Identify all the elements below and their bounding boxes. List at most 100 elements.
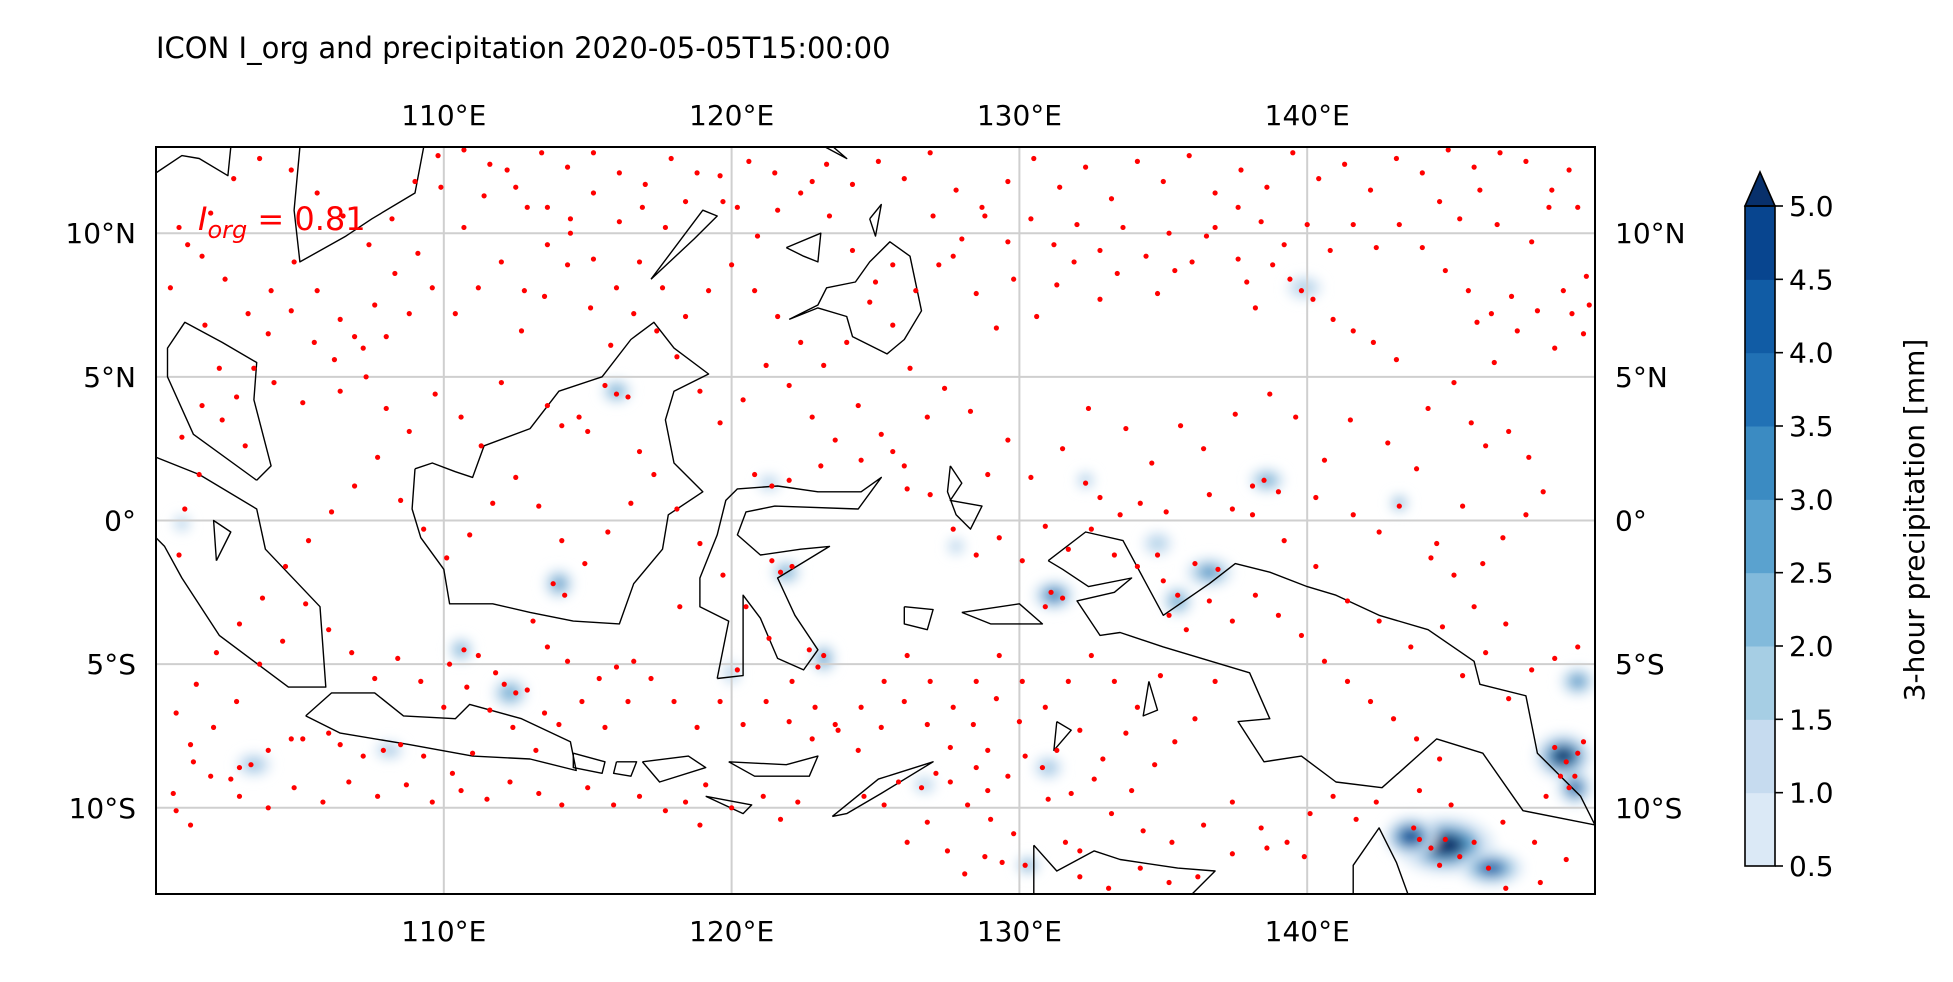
convective-point xyxy=(288,308,294,314)
convective-point xyxy=(740,397,746,403)
convective-point xyxy=(1419,170,1425,176)
convective-point xyxy=(1367,698,1374,705)
convective-point xyxy=(1048,589,1054,595)
convective-point xyxy=(544,204,551,210)
convective-point xyxy=(674,354,680,360)
convective-point xyxy=(611,802,617,808)
convective-point xyxy=(875,158,881,164)
convective-point xyxy=(438,184,444,190)
convective-point xyxy=(809,178,815,185)
convective-point xyxy=(556,721,562,728)
convective-point xyxy=(524,687,530,693)
convective-point xyxy=(1287,276,1293,282)
convective-point xyxy=(1586,302,1592,308)
convective-point xyxy=(360,345,366,351)
colorbar-tick-label: 0.5 xyxy=(1789,850,1834,883)
precip-blob xyxy=(1478,861,1505,876)
convective-point xyxy=(314,288,320,294)
coastline xyxy=(1047,531,1595,826)
convective-point xyxy=(1390,716,1397,722)
convective-point xyxy=(734,667,740,673)
convective-point xyxy=(1229,799,1235,805)
convective-point xyxy=(1503,885,1509,891)
convective-point xyxy=(973,764,979,771)
convective-point xyxy=(375,454,381,460)
coastline xyxy=(293,147,425,263)
convective-point xyxy=(539,150,545,156)
convective-point xyxy=(985,747,991,753)
convective-point xyxy=(1529,667,1535,673)
colorbar-segment xyxy=(1745,572,1775,647)
convective-point xyxy=(1301,854,1307,860)
convective-point xyxy=(1557,773,1564,779)
colorbar-segment xyxy=(1745,279,1775,354)
convective-point xyxy=(173,710,179,716)
convective-point xyxy=(1042,523,1048,529)
coastline xyxy=(1352,827,1409,894)
coastline xyxy=(612,761,638,777)
coastlines xyxy=(156,147,1595,894)
convective-point xyxy=(1212,224,1218,231)
convective-point xyxy=(585,785,591,791)
convective-point xyxy=(613,664,620,670)
precip-blob xyxy=(553,577,565,590)
convective-point xyxy=(1100,756,1106,762)
convective-point xyxy=(1344,678,1351,684)
iorg-subscript: org xyxy=(207,216,247,244)
convective-point xyxy=(1034,313,1040,320)
convective-point xyxy=(1163,509,1169,515)
convective-point xyxy=(913,288,919,294)
convective-point xyxy=(288,167,294,173)
convective-point xyxy=(1313,494,1319,501)
convective-point xyxy=(763,698,769,705)
convective-point xyxy=(314,190,320,196)
convective-point xyxy=(567,230,574,236)
convective-point xyxy=(1200,446,1207,452)
convective-point xyxy=(265,805,271,811)
convective-point xyxy=(1393,357,1400,363)
convective-point xyxy=(1059,446,1066,452)
convective-point xyxy=(642,181,648,187)
convective-point xyxy=(763,362,769,368)
convective-point xyxy=(1566,785,1572,791)
convective-point xyxy=(1175,592,1181,598)
convective-point xyxy=(219,417,225,423)
convective-point xyxy=(372,302,378,308)
convective-point xyxy=(760,793,766,799)
convective-point xyxy=(340,213,346,219)
convective-point xyxy=(1298,288,1305,294)
convective-point xyxy=(216,365,222,371)
convective-point xyxy=(248,762,254,768)
convective-point xyxy=(478,443,484,449)
convective-point xyxy=(861,793,867,799)
convective-point xyxy=(1252,305,1258,311)
convective-point xyxy=(944,848,951,854)
convective-point xyxy=(487,161,493,167)
convective-point xyxy=(596,675,602,682)
convective-point xyxy=(1065,678,1071,684)
convective-point xyxy=(363,374,369,380)
convective-point xyxy=(717,698,723,705)
convective-point xyxy=(187,822,194,828)
convective-point xyxy=(694,170,700,176)
bottom-lon-tick-label: 120°E xyxy=(689,915,774,948)
convective-point xyxy=(1252,592,1258,598)
convective-point xyxy=(993,696,999,702)
convective-point xyxy=(930,213,936,219)
right-lat-tick-labels: 10°N 5°N 0° 5°S 10°S xyxy=(1615,217,1686,825)
convective-point xyxy=(167,285,173,291)
convective-point xyxy=(518,328,525,334)
precip-blob xyxy=(1570,675,1585,688)
convective-point xyxy=(1468,420,1474,426)
convective-point xyxy=(464,684,470,690)
convective-point xyxy=(697,822,703,828)
convective-point xyxy=(1321,457,1328,463)
convective-point xyxy=(1097,247,1103,254)
convective-point xyxy=(562,592,568,598)
convective-point xyxy=(1042,704,1048,710)
convective-point xyxy=(605,529,611,535)
convective-point xyxy=(1327,247,1333,254)
convective-point xyxy=(444,555,450,561)
convective-point xyxy=(1428,845,1434,851)
right-lat-tick-label: 0° xyxy=(1615,505,1647,538)
